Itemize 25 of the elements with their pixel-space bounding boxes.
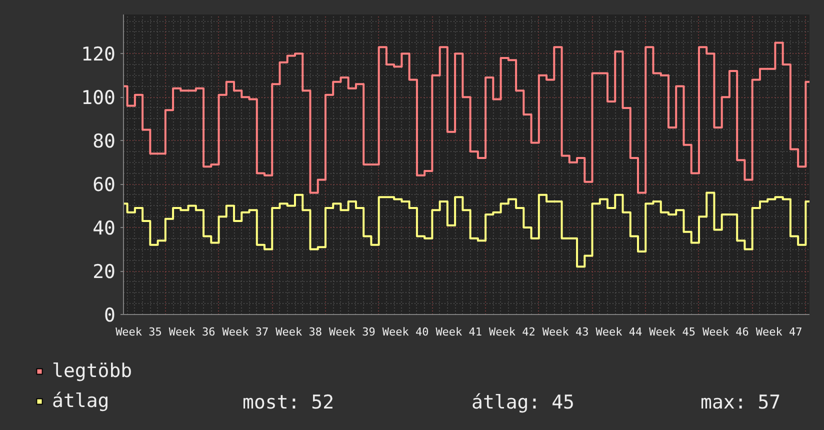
y-tick-label: 40 xyxy=(92,218,116,240)
x-tick-label: Week 36 xyxy=(168,326,216,338)
x-tick-label: Week 38 xyxy=(276,326,322,338)
x-tick-label: Week 42 xyxy=(489,326,536,338)
x-tick-label: Week 47 xyxy=(756,326,802,338)
y-tick-label: 0 xyxy=(104,304,116,326)
x-tick-label: Week 45 xyxy=(649,326,696,338)
text: max: 57 xyxy=(700,392,781,414)
x-tick-label: Week 44 xyxy=(596,326,642,338)
y-tick-label: 120 xyxy=(81,44,116,66)
x-tick-label: Week 43 xyxy=(542,326,589,338)
text: most: 52 xyxy=(242,392,334,414)
x-tick-label: Week 46 xyxy=(702,326,749,338)
x-tick-label: Week 41 xyxy=(436,326,482,338)
x-tick-label: Week 35 xyxy=(116,326,162,338)
y-tick-label: 80 xyxy=(92,130,116,153)
y-tick-label: 100 xyxy=(81,87,116,110)
x-tick-label: Week 39 xyxy=(328,326,376,338)
legend-label: átlag xyxy=(52,390,110,412)
text: átlag: 45 xyxy=(472,392,574,414)
x-tick-label: Week 37 xyxy=(222,326,269,338)
y-tick-label: 20 xyxy=(92,261,116,284)
x-tick-label: Week 40 xyxy=(382,326,429,338)
legend-label: legtöbb xyxy=(52,360,132,382)
y-tick-label: 60 xyxy=(92,174,116,196)
